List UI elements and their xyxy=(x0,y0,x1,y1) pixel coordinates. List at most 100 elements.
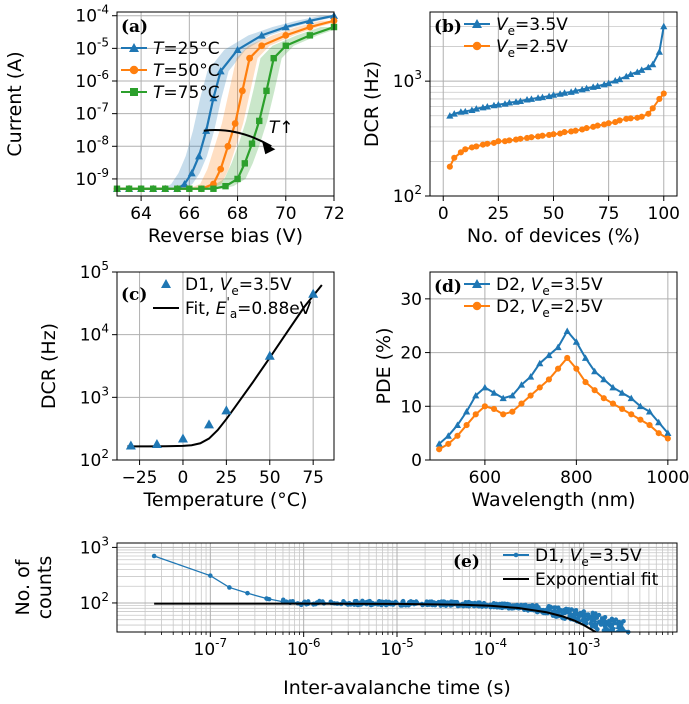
series-line xyxy=(438,329,669,445)
y-tick-label: 102 xyxy=(80,447,109,471)
data-point xyxy=(638,113,645,120)
data-point xyxy=(306,32,314,39)
data-point xyxy=(125,440,136,450)
legend-rest: =75°C xyxy=(163,83,219,103)
data-point xyxy=(617,633,621,637)
legend-marker xyxy=(513,552,519,558)
data-point xyxy=(649,60,657,68)
legend-rest: =0.88eV xyxy=(237,299,312,319)
data-point xyxy=(435,440,443,447)
data-point xyxy=(216,67,225,75)
y-tick-label: 0 xyxy=(411,451,422,471)
legend-rest: =3.5V xyxy=(550,275,603,295)
data-point xyxy=(264,596,269,601)
data-point xyxy=(457,149,464,156)
data-point xyxy=(233,45,242,54)
x-axis-label: No. of devices (%) xyxy=(467,225,640,247)
y-tick-label: 20 xyxy=(400,344,422,364)
data-point xyxy=(517,135,524,142)
data-point xyxy=(539,132,546,139)
data-point xyxy=(473,143,480,150)
x-tick-base: 10 xyxy=(287,640,309,660)
data-point xyxy=(655,430,662,437)
y-tick-exponent: 5 xyxy=(101,259,109,273)
data-point xyxy=(125,185,133,192)
data-point xyxy=(446,163,453,170)
x-tick-label: 10-4 xyxy=(474,636,508,660)
legend-label: T=50°C xyxy=(153,61,220,81)
data-point xyxy=(621,618,626,624)
legend-label: Ve=3.5V xyxy=(496,15,568,38)
y-tick-label: 30 xyxy=(400,290,422,310)
data-point xyxy=(505,99,513,106)
legend-marker xyxy=(129,65,139,75)
legend-marker xyxy=(472,41,482,51)
x-tick-exponent: -7 xyxy=(215,636,227,650)
data-point xyxy=(555,365,562,372)
data-point xyxy=(573,365,580,372)
data-point xyxy=(649,105,656,112)
data-point xyxy=(472,105,480,112)
data-point xyxy=(561,129,568,136)
panel-tag: (e) xyxy=(453,552,480,572)
data-point xyxy=(622,638,626,642)
x-tick-label: 800 xyxy=(560,468,592,488)
y-tick-label: 103 xyxy=(80,534,109,558)
y-tick-base: 10 xyxy=(80,326,102,346)
series-line xyxy=(153,555,629,632)
data-point xyxy=(224,142,232,150)
x-tick-label: 68 xyxy=(227,204,249,224)
legend-label: D2, Ve=3.5V xyxy=(496,275,603,298)
legend-label: Ve=2.5V xyxy=(496,37,568,60)
data-point xyxy=(187,169,196,177)
x-axis-label: Wavelength (nm) xyxy=(471,489,635,511)
data-point xyxy=(616,619,622,625)
x-axis-label: Reverse bias (V) xyxy=(148,225,303,247)
data-point xyxy=(591,387,598,394)
data-point xyxy=(560,89,569,96)
data-point xyxy=(646,422,653,429)
data-point xyxy=(627,70,635,78)
data-point xyxy=(612,620,618,626)
y-tick-base: 10 xyxy=(393,187,415,207)
arrow-label: T↑ xyxy=(269,118,294,138)
data-point xyxy=(317,598,322,604)
legend-marker xyxy=(161,279,171,288)
data-point xyxy=(620,632,624,636)
legend-subscript: e xyxy=(542,284,549,298)
legend-label: T=25°C xyxy=(153,39,220,59)
data-point xyxy=(194,152,203,160)
data-point xyxy=(619,637,623,641)
data-point xyxy=(582,379,589,386)
y-tick-base: 10 xyxy=(75,170,97,190)
data-point xyxy=(481,383,489,391)
data-point xyxy=(581,615,586,620)
data-point xyxy=(645,408,654,415)
data-point xyxy=(621,634,625,638)
data-point xyxy=(572,338,580,345)
data-point xyxy=(491,601,496,606)
x-tick-label: 75 xyxy=(598,204,620,224)
data-point xyxy=(545,351,553,359)
data-point xyxy=(217,165,225,173)
panel-tag: (c) xyxy=(121,285,147,305)
data-point xyxy=(450,110,458,117)
data-point xyxy=(627,115,634,122)
legend-subscript: e xyxy=(508,46,515,60)
data-point xyxy=(445,440,452,447)
x-tick-label: 75 xyxy=(302,468,324,488)
legend-label: Fit, E'a=0.88eV xyxy=(185,295,312,321)
data-point xyxy=(627,394,635,402)
data-point xyxy=(616,117,623,124)
legend-subscript: e xyxy=(508,24,515,38)
data-point xyxy=(282,31,290,39)
data-point xyxy=(655,48,663,55)
data-point xyxy=(609,400,617,407)
data-point xyxy=(614,633,618,637)
data-point xyxy=(264,350,275,360)
data-point xyxy=(263,87,270,95)
data-point xyxy=(638,66,646,73)
y-tick-label: 10-6 xyxy=(75,68,109,92)
